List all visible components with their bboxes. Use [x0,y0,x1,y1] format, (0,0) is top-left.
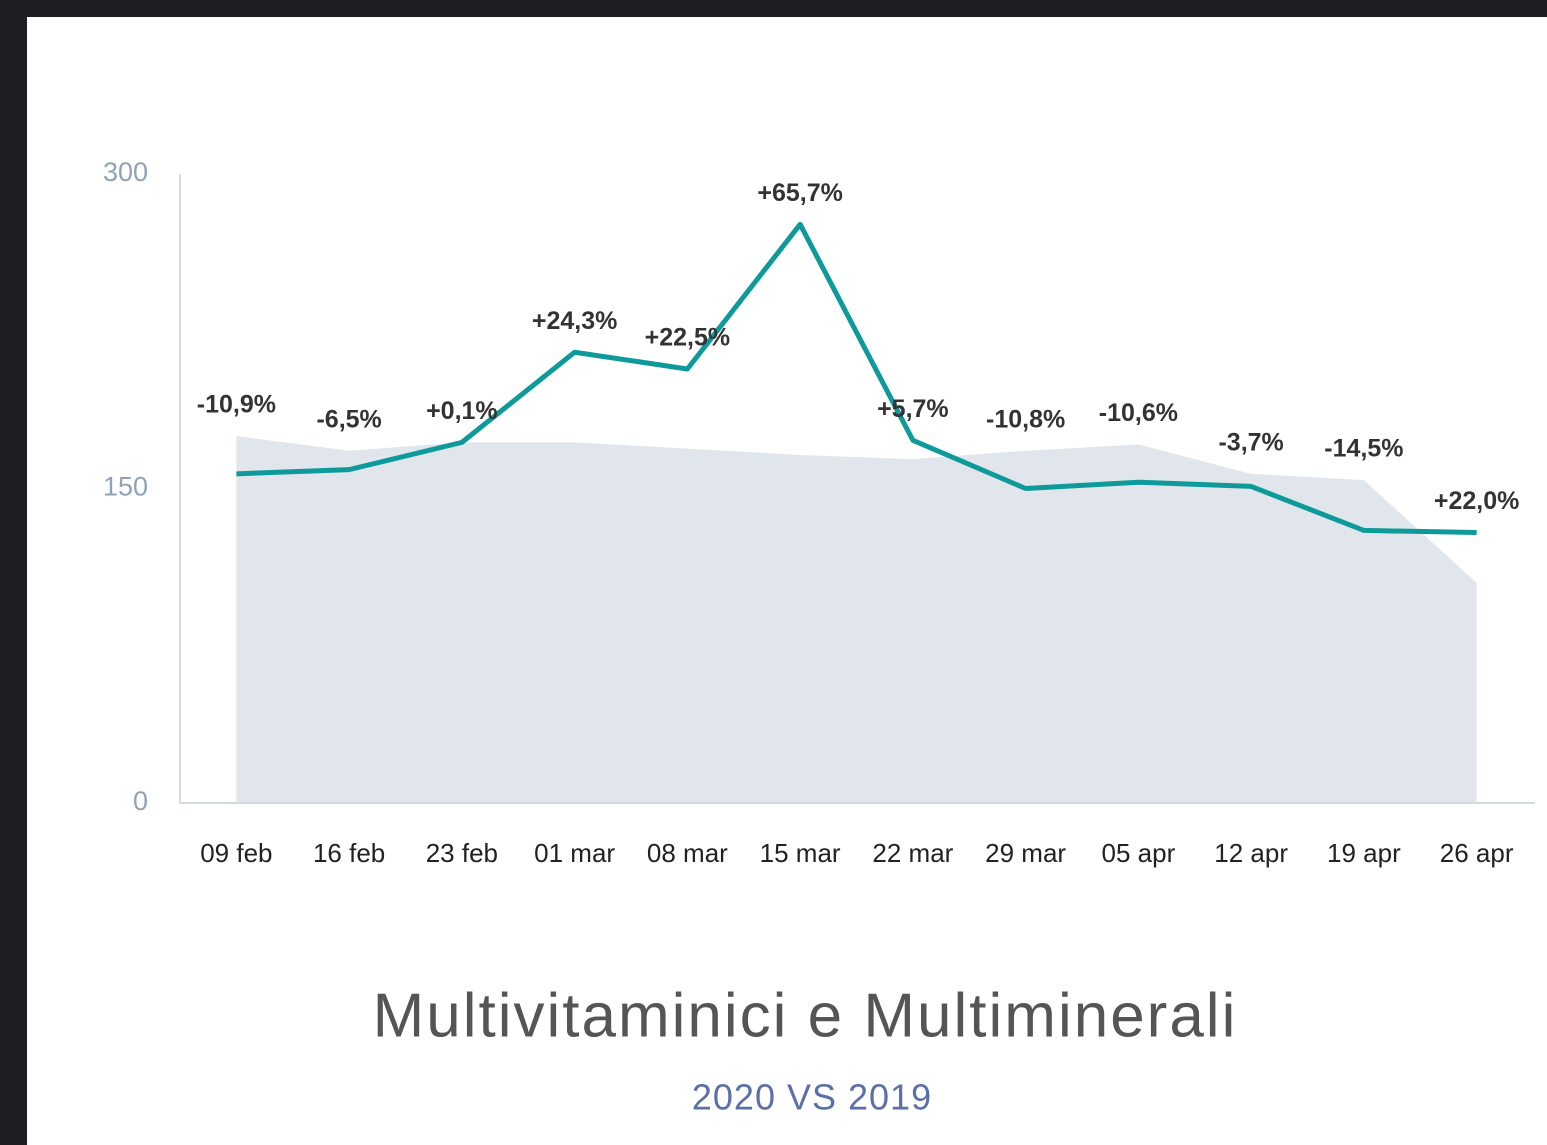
x-tick-label: 26 apr [1440,838,1514,868]
y-tick-label: 150 [103,472,148,502]
y-tick-label: 0 [133,786,148,816]
y-tick-label: 300 [103,157,148,187]
x-tick-label: 05 apr [1102,838,1176,868]
x-tick-label: 19 apr [1327,838,1401,868]
annotation: -10,9% [197,391,276,419]
chart-subtitle: 2020 VS 2019 [692,1077,932,1118]
annotation: +5,7% [877,395,949,423]
annotation: -3,7% [1218,428,1283,456]
x-tick-label: 15 mar [760,838,841,868]
x-tick-label: 22 mar [872,838,953,868]
annotation: -14,5% [1324,435,1403,463]
annotation: +24,3% [532,307,618,335]
x-tick-label: 29 mar [985,838,1066,868]
x-tick-label: 12 apr [1214,838,1288,868]
chart-title: Multivitaminici e Multiminerali [373,981,1238,1050]
annotation: -10,8% [986,405,1065,433]
annotation: -6,5% [316,405,381,433]
x-tick-label: 23 feb [426,838,498,868]
x-tick-label: 16 feb [313,838,385,868]
annotation: +22,0% [1434,487,1520,515]
x-tick-label: 01 mar [534,838,615,868]
area [236,436,1477,803]
annotation: +0,1% [426,397,498,425]
x-tick-label: 08 mar [647,838,728,868]
x-tick-label: 09 feb [200,838,272,868]
annotation: +65,7% [757,179,843,207]
line [236,221,1477,536]
annotation: -10,6% [1099,399,1178,427]
annotation: +22,5% [645,324,731,352]
